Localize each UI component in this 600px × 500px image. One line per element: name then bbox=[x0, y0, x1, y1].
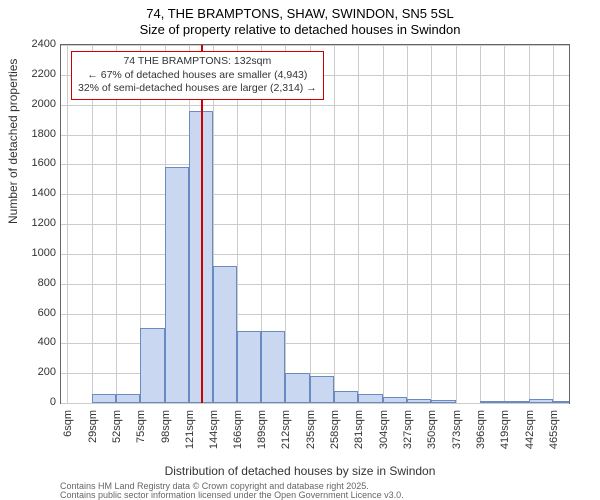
x-axis-label: Distribution of detached houses by size … bbox=[0, 464, 600, 478]
gridline-h bbox=[61, 135, 569, 136]
histogram-bar bbox=[407, 399, 431, 403]
x-tick-label: 327sqm bbox=[402, 410, 414, 450]
y-tick-label: 2400 bbox=[16, 38, 56, 50]
annotation-line3: 32% of semi-detached houses are larger (… bbox=[78, 82, 317, 96]
x-tick-label: 144sqm bbox=[208, 410, 220, 450]
x-tick-label: 304sqm bbox=[378, 410, 390, 450]
y-tick-label: 1800 bbox=[16, 128, 56, 140]
x-tick-label: 75sqm bbox=[135, 410, 147, 450]
y-tick-label: 1400 bbox=[16, 187, 56, 199]
x-tick-label: 396sqm bbox=[475, 410, 487, 450]
gridline-v bbox=[334, 45, 335, 403]
histogram-bar bbox=[237, 331, 261, 403]
histogram-bar bbox=[529, 399, 553, 403]
histogram-bar bbox=[92, 394, 116, 403]
x-tick-label: 373sqm bbox=[451, 410, 463, 450]
annotation-line2: ← 67% of detached houses are smaller (4,… bbox=[78, 69, 317, 83]
x-tick-label: 258sqm bbox=[329, 410, 341, 450]
y-tick-label: 1200 bbox=[16, 217, 56, 229]
histogram-bar bbox=[553, 401, 569, 403]
chart-title-line1: 74, THE BRAMPTONS, SHAW, SWINDON, SN5 5S… bbox=[0, 6, 600, 21]
plot-area: 74 THE BRAMPTONS: 132sqm ← 67% of detach… bbox=[60, 44, 570, 404]
x-tick-label: 189sqm bbox=[256, 410, 268, 450]
gridline-h bbox=[61, 224, 569, 225]
histogram-bar bbox=[431, 400, 455, 403]
gridline-h bbox=[61, 194, 569, 195]
footer-line2: Contains public sector information licen… bbox=[60, 491, 404, 500]
x-tick-label: 350sqm bbox=[426, 410, 438, 450]
histogram-bar bbox=[310, 376, 334, 403]
y-tick-label: 800 bbox=[16, 277, 56, 289]
chart-title-line2: Size of property relative to detached ho… bbox=[0, 22, 600, 37]
y-tick-label: 1000 bbox=[16, 247, 56, 259]
gridline-h bbox=[61, 314, 569, 315]
gridline-h bbox=[61, 373, 569, 374]
y-tick-label: 1600 bbox=[16, 157, 56, 169]
footer-attribution: Contains HM Land Registry data © Crown c… bbox=[60, 482, 404, 500]
y-tick-label: 400 bbox=[16, 336, 56, 348]
histogram-bar bbox=[261, 331, 285, 403]
x-tick-label: 98sqm bbox=[160, 410, 172, 450]
gridline-h bbox=[61, 164, 569, 165]
gridline-v bbox=[383, 45, 384, 403]
histogram-bar bbox=[383, 397, 407, 403]
x-tick-label: 212sqm bbox=[280, 410, 292, 450]
x-tick-label: 419sqm bbox=[499, 410, 511, 450]
histogram-bar bbox=[358, 394, 382, 403]
histogram-bar bbox=[165, 167, 189, 403]
x-tick-label: 442sqm bbox=[524, 410, 536, 450]
histogram-bar bbox=[504, 401, 528, 403]
x-tick-label: 166sqm bbox=[232, 410, 244, 450]
histogram-bar bbox=[285, 373, 309, 403]
gridline-h bbox=[61, 343, 569, 344]
histogram-bar bbox=[213, 266, 236, 403]
annotation-box: 74 THE BRAMPTONS: 132sqm ← 67% of detach… bbox=[71, 51, 324, 100]
gridline-v bbox=[431, 45, 432, 403]
y-tick-label: 2000 bbox=[16, 98, 56, 110]
gridline-h bbox=[61, 105, 569, 106]
x-tick-label: 29sqm bbox=[87, 410, 99, 450]
x-tick-label: 281sqm bbox=[353, 410, 365, 450]
gridline-v bbox=[504, 45, 505, 403]
y-axis-label: Number of detached properties bbox=[6, 59, 20, 224]
y-tick-label: 2200 bbox=[16, 68, 56, 80]
gridline-v bbox=[456, 45, 457, 403]
y-tick-label: 0 bbox=[16, 396, 56, 408]
gridline-v bbox=[358, 45, 359, 403]
histogram-bar bbox=[334, 391, 358, 403]
gridline-h bbox=[61, 403, 569, 404]
gridline-h bbox=[61, 45, 569, 46]
gridline-v bbox=[553, 45, 554, 403]
x-tick-label: 465sqm bbox=[548, 410, 560, 450]
x-tick-label: 121sqm bbox=[184, 410, 196, 450]
histogram-chart: 74, THE BRAMPTONS, SHAW, SWINDON, SN5 5S… bbox=[0, 0, 600, 500]
gridline-v bbox=[480, 45, 481, 403]
x-tick-label: 52sqm bbox=[111, 410, 123, 450]
gridline-v bbox=[67, 45, 68, 403]
histogram-bar bbox=[116, 394, 140, 403]
annotation-line1: 74 THE BRAMPTONS: 132sqm bbox=[78, 55, 317, 69]
gridline-v bbox=[407, 45, 408, 403]
x-tick-label: 235sqm bbox=[305, 410, 317, 450]
y-tick-label: 200 bbox=[16, 366, 56, 378]
gridline-v bbox=[529, 45, 530, 403]
gridline-h bbox=[61, 284, 569, 285]
gridline-h bbox=[61, 254, 569, 255]
histogram-bar bbox=[480, 401, 504, 403]
x-tick-label: 6sqm bbox=[62, 410, 74, 450]
histogram-bar bbox=[140, 328, 164, 403]
y-tick-label: 600 bbox=[16, 307, 56, 319]
